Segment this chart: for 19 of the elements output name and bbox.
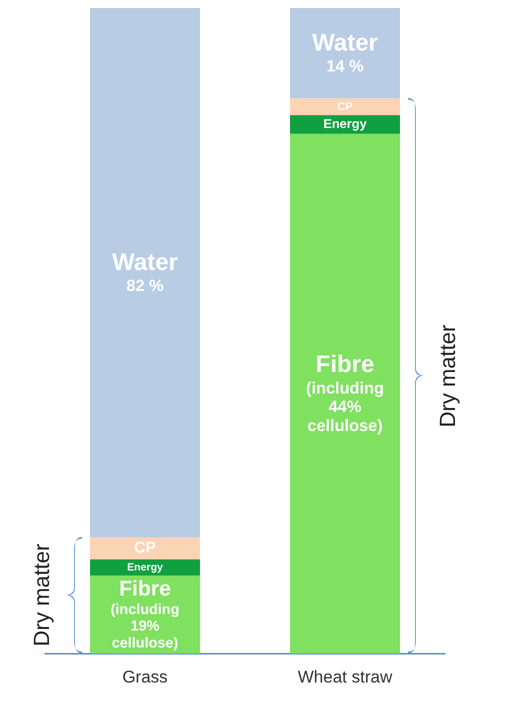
data-label: Water 82 % <box>112 248 178 295</box>
x-tick-label: Grass <box>122 667 168 686</box>
bar <box>90 537 200 560</box>
x-tick-label: Wheat straw <box>298 667 393 686</box>
annotation: Dry matter <box>435 324 461 428</box>
bar <box>90 559 200 576</box>
data-label: Water 14 % <box>312 29 378 76</box>
bar <box>90 8 200 538</box>
data-label: CP <box>337 100 354 113</box>
bar <box>290 98 400 116</box>
bar <box>290 8 400 98</box>
data-label: Energy <box>127 561 164 574</box>
data-label: Fibre (including 19% cellulose) <box>110 578 180 652</box>
data-label: Energy <box>323 116 368 132</box>
data-label: CP <box>134 540 156 557</box>
bar <box>290 134 400 654</box>
annotation: Dry matter <box>29 544 55 647</box>
bar <box>290 115 400 134</box>
data-label: Fibre (including 44% cellulose) <box>306 351 384 435</box>
